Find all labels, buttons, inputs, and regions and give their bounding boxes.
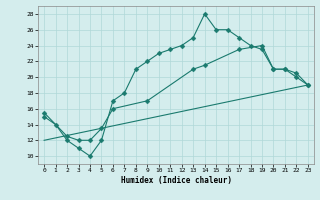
X-axis label: Humidex (Indice chaleur): Humidex (Indice chaleur) — [121, 176, 231, 185]
